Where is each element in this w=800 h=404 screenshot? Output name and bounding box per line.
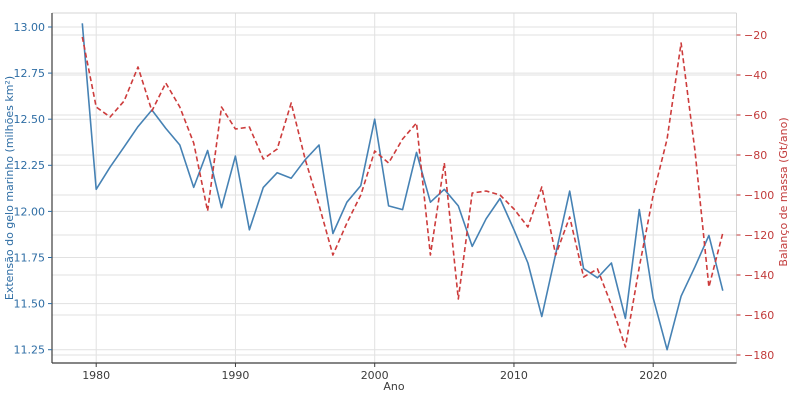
right-tick-label: −20 [744, 29, 767, 42]
x-tick-label: 1980 [82, 369, 110, 382]
left-tick-label: 12.75 [14, 67, 46, 80]
right-tick-label: −40 [744, 69, 767, 82]
left-tick-label: 13.00 [14, 21, 46, 34]
right-tick-label: −140 [744, 269, 774, 282]
left-tick-label: 12.25 [14, 159, 46, 172]
gridlines [52, 13, 737, 363]
left-tick-label: 12.50 [14, 113, 46, 126]
right-tick-label: −100 [744, 189, 774, 202]
right-tick-label: −60 [744, 109, 767, 122]
right-tick-label: −160 [744, 309, 774, 322]
axes [48, 12, 741, 367]
right-tick-label: −80 [744, 149, 767, 162]
left-tick-label: 11.50 [14, 297, 46, 310]
right-tick-label: −180 [744, 349, 774, 362]
ice-extent-line [81, 23, 724, 351]
x-tick-label: 2000 [361, 369, 389, 382]
left-tick-label: 11.25 [14, 344, 46, 357]
x-axis-title: Ano [383, 380, 404, 393]
x-tick-label: 1990 [221, 369, 249, 382]
x-tick-label: 2020 [639, 369, 667, 382]
tick-labels: 13.00 12.75 12.50 12.25 12.00 11.75 11.50 11.25… [14, 21, 775, 382]
left-tick-label: 12.00 [14, 205, 46, 218]
right-axis-title: Balanço de massa (Gt/ano) [777, 117, 790, 266]
series-lines [81, 23, 724, 351]
left-axis-title: Extensão do gelo marinho (milhões km²) [3, 76, 16, 300]
x-tick-label: 2010 [500, 369, 528, 382]
right-tick-label: −120 [744, 229, 774, 242]
mass-balance-line [81, 36, 724, 348]
left-tick-label: 11.75 [14, 251, 46, 264]
